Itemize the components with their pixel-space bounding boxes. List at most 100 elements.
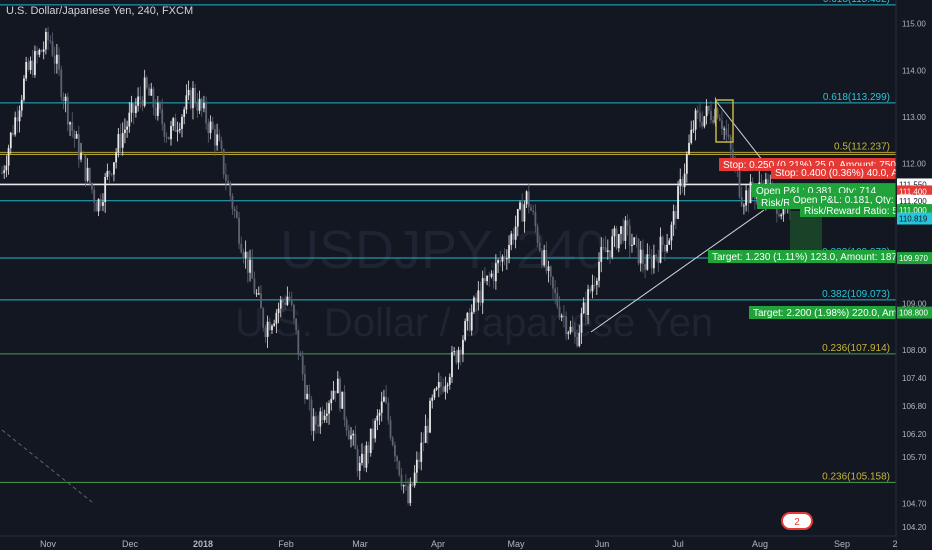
price-tick-label: 106.20	[902, 430, 927, 439]
time-axis-bg	[0, 536, 896, 550]
candle-body	[407, 486, 409, 504]
candle-body	[547, 266, 550, 271]
price-tick-label: 104.20	[902, 523, 927, 532]
candle-body	[600, 247, 603, 262]
price-label-box	[897, 252, 932, 265]
candle-body	[398, 461, 401, 475]
time-tick-label: 2018	[193, 539, 213, 549]
candle-body	[479, 290, 482, 303]
candle-body	[145, 77, 148, 88]
horizontal-levels: 0.618(115.402) 0.618(113.299) 0.5(112.237)…	[0, 0, 896, 483]
candle-body	[666, 244, 668, 252]
candle-body	[115, 152, 118, 163]
target-label: Target: 1.230 (1.11%) 123.0, Amount: 187…	[712, 252, 911, 263]
candle-body	[365, 445, 368, 468]
candle-body	[602, 247, 605, 249]
candle-body	[361, 453, 363, 463]
dashed-line	[1, 429, 93, 503]
candle-body	[308, 393, 311, 400]
candle-body	[404, 485, 407, 487]
candle-body	[124, 129, 126, 133]
candle-body	[71, 122, 74, 131]
candle-body	[690, 129, 693, 143]
candle-body	[141, 100, 144, 106]
price-axis: 115.00 114.00 113.00 112.00 109.00 108.00 107.…	[895, 0, 932, 550]
candle-body	[565, 316, 568, 334]
candle-body	[402, 485, 405, 487]
flag-icon: 2	[781, 512, 813, 530]
candle-body	[523, 204, 526, 222]
candle-body	[473, 297, 475, 312]
candle-body	[260, 293, 262, 309]
watermark: USDJPY, 240 U.S. Dollar / Japanese Yen	[235, 220, 713, 345]
candle-body	[703, 116, 706, 127]
candle-body	[685, 154, 688, 174]
candle-body	[137, 96, 139, 106]
candle-body	[339, 378, 341, 409]
candle-body	[444, 386, 447, 392]
candle-body	[490, 273, 493, 277]
time-tick-label: Mar	[352, 539, 368, 549]
candle-body	[134, 105, 137, 114]
candle-body	[277, 308, 280, 313]
time-axis: Nov Dec 2018 Feb Mar Apr May Jun Jul Aug Sep 2	[0, 535, 898, 550]
candle-body	[167, 136, 170, 140]
candle-body	[633, 237, 636, 245]
price-tick-label: 113.00	[902, 113, 926, 122]
candle-body	[549, 266, 552, 277]
candle-body	[249, 259, 251, 273]
candle-body	[642, 249, 644, 264]
candle-body	[699, 112, 701, 122]
candle-body	[692, 129, 695, 131]
candle-body	[75, 134, 78, 139]
candle-body	[88, 167, 91, 183]
candle-body	[541, 250, 543, 266]
candle-body	[606, 250, 609, 253]
candle-body	[189, 89, 192, 109]
candle-body	[55, 54, 58, 64]
price-label: 111.000	[899, 206, 927, 215]
candle-body	[655, 254, 658, 257]
candle-body	[266, 321, 269, 337]
candle-body	[780, 214, 783, 217]
candle-body	[325, 413, 328, 416]
candle-body	[242, 252, 245, 259]
candle-body	[255, 293, 258, 295]
stop-label: Stop: 0.400 (0.36%) 40.0, Amoun	[775, 168, 923, 179]
candle-body	[721, 120, 723, 129]
candle-body	[668, 240, 671, 245]
candle-body	[152, 88, 155, 108]
candle-body	[716, 108, 719, 119]
candle-body	[293, 304, 295, 319]
candle-body	[12, 132, 14, 135]
candle-body	[569, 326, 572, 333]
candle-body	[483, 278, 486, 282]
candle-body	[264, 327, 267, 337]
candle-body	[363, 453, 366, 468]
candle-body	[567, 332, 570, 334]
candle-body	[492, 273, 495, 282]
candle-body	[113, 162, 115, 175]
candle-body	[47, 31, 49, 41]
candle-body	[174, 118, 177, 132]
candle-body	[488, 275, 491, 277]
candle-body	[453, 351, 456, 353]
candle-body	[464, 321, 467, 340]
candle-body	[481, 278, 484, 303]
candle-body	[451, 352, 453, 378]
candle-body	[218, 134, 221, 141]
candle-body	[36, 50, 39, 55]
level-label: 0.236(107.914)	[822, 343, 890, 354]
candle-body	[330, 399, 333, 404]
candle-body	[185, 95, 188, 110]
candle-body	[538, 242, 541, 251]
candle-body	[587, 289, 589, 316]
candle-body	[637, 238, 640, 264]
candle-body	[688, 142, 690, 155]
candle-body	[257, 293, 260, 295]
candle-body	[9, 132, 12, 149]
candle-body	[211, 121, 214, 130]
price-label: 109.970	[899, 254, 928, 263]
candle-body	[563, 315, 565, 317]
